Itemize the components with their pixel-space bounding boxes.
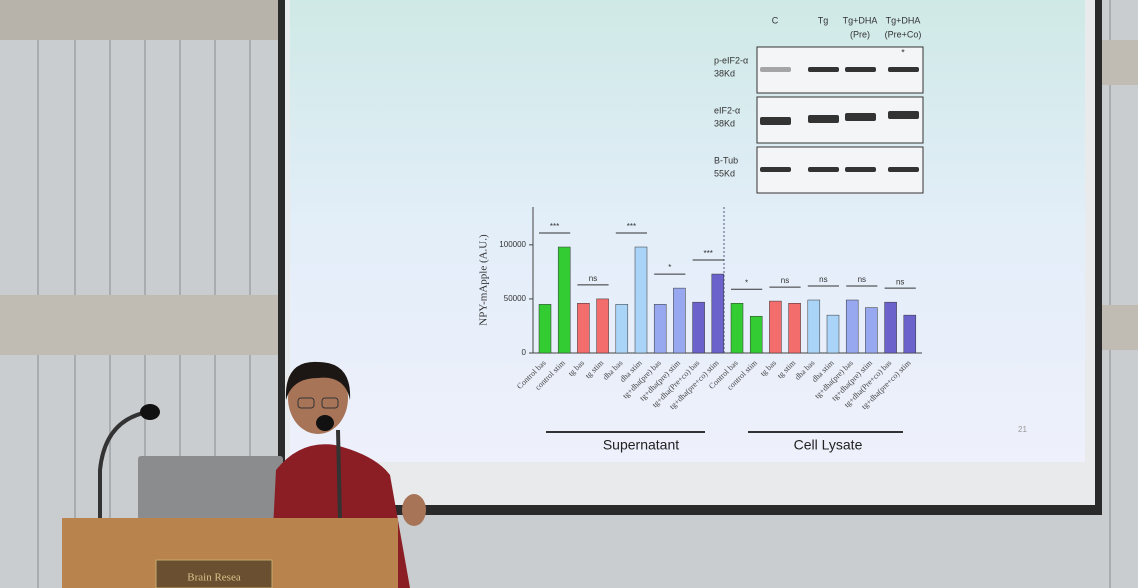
slide-content: NPY-mApple (A.U.) Supernatant Cell Lysat… (478, 15, 1028, 452)
blot-row-label: 55Kd (714, 168, 735, 178)
bar (596, 298, 609, 354)
laptop (138, 456, 283, 520)
slide (290, 0, 1085, 462)
bar (557, 246, 571, 354)
bar (692, 301, 705, 354)
bar (653, 304, 667, 354)
beam (0, 0, 280, 40)
bar (634, 246, 648, 354)
microphone (98, 404, 342, 521)
bar (749, 315, 763, 354)
blot-band (845, 113, 876, 121)
bar (884, 301, 897, 354)
blot-band (808, 67, 839, 72)
significance-label: ns (858, 275, 866, 284)
bar (903, 314, 917, 354)
blot-row-label: p-eIF2-α (714, 55, 748, 65)
blot-row-label: 38Kd (714, 118, 735, 128)
blot-column-label: Tg (818, 15, 829, 25)
significance-label: ns (896, 277, 904, 286)
blot-mark: * (901, 47, 905, 57)
bar (730, 303, 744, 354)
significance-label: * (668, 263, 671, 272)
significance-label: ns (589, 274, 597, 283)
bar (769, 300, 782, 354)
blot-band (888, 167, 919, 172)
group-label: Cell Lysate (794, 437, 863, 453)
significance-label: *** (704, 249, 713, 258)
blot-band (845, 167, 876, 172)
blot-band (845, 67, 876, 72)
podium-sign-text: Brain Resea (187, 572, 241, 584)
beam (0, 295, 280, 355)
y-axis-label: NPY-mApple (A.U.) (478, 234, 490, 326)
y-tick-label: 0 (522, 348, 527, 357)
slide-number: 21 (1018, 425, 1027, 434)
blot-band (888, 111, 919, 119)
podium-sign (155, 559, 273, 588)
blot-row-label: eIF2-α (714, 105, 740, 115)
blot-column-label: Tg+DHA (886, 15, 921, 25)
bar (788, 303, 801, 354)
bar (807, 299, 821, 354)
blot-band (760, 167, 791, 172)
beam (1095, 305, 1138, 350)
blot-column-label: C (772, 15, 779, 25)
significance-label: ns (781, 276, 789, 285)
blot-column-label: (Pre) (850, 29, 870, 39)
blot-band (808, 167, 839, 172)
bar (615, 304, 629, 354)
blot-band (760, 117, 791, 125)
significance-label: *** (550, 222, 559, 231)
significance-label: *** (627, 222, 636, 231)
bar (711, 273, 725, 354)
blot-band (888, 67, 919, 72)
beam (1095, 40, 1138, 85)
blot-row-label: B-Tub (714, 155, 738, 165)
bar (577, 303, 590, 354)
blot-row-label: 38Kd (714, 68, 735, 78)
bar (845, 299, 859, 354)
bar (538, 304, 552, 354)
blot-band (808, 115, 839, 123)
y-tick-label: 50000 (504, 294, 527, 303)
blot-column-label: Tg+DHA (843, 15, 878, 25)
group-label: Supernatant (603, 437, 679, 453)
blot-band (760, 67, 791, 72)
significance-label: ns (819, 275, 827, 284)
significance-label: * (745, 278, 748, 287)
bar (826, 314, 840, 354)
bar (865, 307, 878, 354)
y-tick-label: 100000 (499, 240, 526, 249)
blot-column-label: (Pre+Co) (885, 29, 922, 39)
bar (673, 287, 686, 354)
